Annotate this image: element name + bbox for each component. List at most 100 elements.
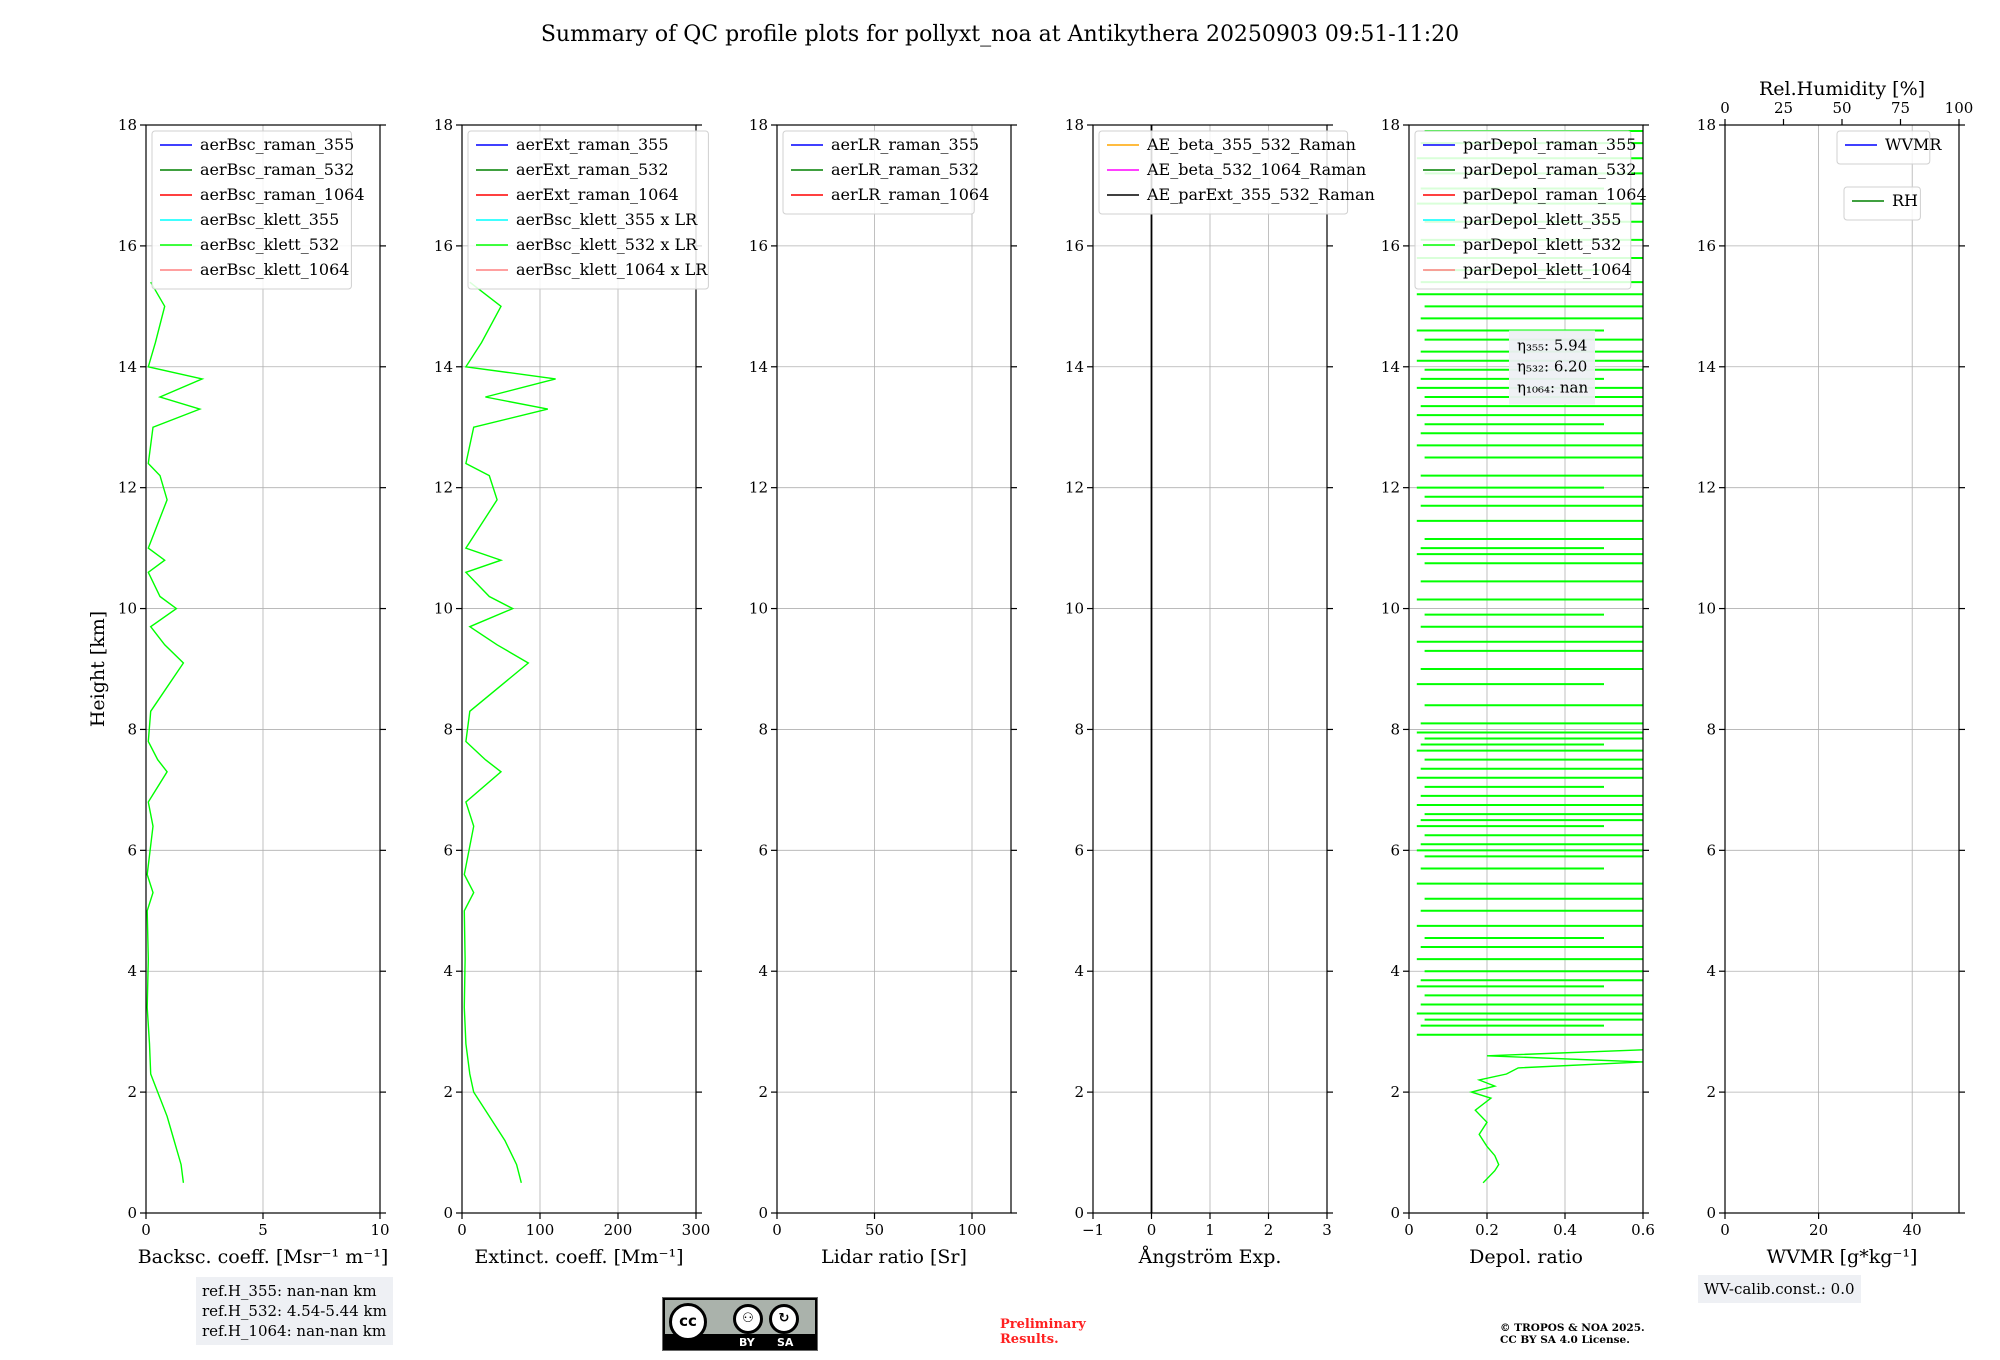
x-tick-label: 0 [1404, 1221, 1414, 1239]
y-tick-label: 6 [1706, 841, 1716, 859]
legend-ext-box [467, 130, 709, 290]
legend-label: aerBsc_klett_355 x LR [516, 210, 698, 229]
x-tick-label: 0.2 [1475, 1221, 1499, 1239]
y-tick-label: 10 [1697, 600, 1716, 618]
y-tick-label: 12 [1697, 479, 1716, 497]
copyright-line-2: CC BY SA 4.0 License. [1500, 1334, 1630, 1346]
sa-label: SA [777, 1336, 794, 1349]
panel-frame-ext [461, 124, 697, 1214]
y-tick-label: 12 [749, 479, 768, 497]
top-x-tick-label: 0 [1720, 99, 1730, 117]
y-tick-label: 10 [1381, 600, 1400, 618]
x-tick-label: 20 [1809, 1221, 1828, 1239]
legend-rh-box [1843, 186, 1921, 221]
ref-height-532: ref.H_532: 4.54-5.44 km [202, 1302, 387, 1320]
cc-logo-icon: cc [669, 1303, 707, 1341]
y-tick-label: 14 [434, 358, 453, 376]
y-tick-label: 16 [749, 237, 768, 255]
preliminary-label: Preliminary Results. [1000, 1317, 1086, 1347]
y-tick-label: 4 [1390, 962, 1400, 980]
y-tick-label: 0 [1390, 1204, 1400, 1222]
eta-annotation-box [1509, 330, 1595, 405]
y-tick-label: 0 [443, 1204, 453, 1222]
legend-label: aerBsc_klett_532 [200, 235, 339, 254]
x-tick-label: 3 [1322, 1221, 1332, 1239]
legend-label: aerExt_raman_532 [516, 160, 669, 179]
y-tick-label: 10 [1065, 600, 1084, 618]
x-tick-label: 0 [1720, 1221, 1730, 1239]
y-axis-label: Height [km] [87, 611, 109, 727]
panel-frame-wv [1724, 124, 1960, 1214]
y-tick-label: 10 [434, 600, 453, 618]
x-tick-label: 0 [457, 1221, 467, 1239]
legend-label: aerBsc_raman_1064 [200, 185, 365, 204]
x-tick-label: 0 [1147, 1221, 1157, 1239]
y-tick-label: 16 [1065, 237, 1084, 255]
y-tick-label: 2 [127, 1083, 137, 1101]
y-tick-label: 8 [443, 720, 453, 738]
legend-label: parDepol_raman_355 [1463, 135, 1636, 154]
y-tick-label: 18 [1697, 116, 1716, 134]
x-tick-label: 1 [1205, 1221, 1215, 1239]
y-tick-label: 2 [758, 1083, 768, 1101]
x-axis-label: Depol. ratio [1469, 1246, 1583, 1268]
legend-bsc-box [151, 130, 352, 290]
series-line-aerBsc_klett_532 [146, 281, 205, 1183]
legend-label: aerBsc_klett_1064 x LR [516, 260, 708, 279]
series-line-parDepol_klett_532 [1468, 1049, 1644, 1184]
y-tick-label: 2 [443, 1083, 453, 1101]
y-tick-label: 6 [758, 841, 768, 859]
legend-label: aerBsc_klett_355 [200, 210, 339, 229]
legend-label: aerExt_raman_355 [516, 135, 669, 154]
x-tick-label: 10 [370, 1221, 389, 1239]
y-tick-label: 8 [1706, 720, 1716, 738]
x-tick-label: 40 [1903, 1221, 1922, 1239]
wv-calib-text: WV-calib.const.: 0.0 [1704, 1280, 1855, 1298]
legend-label: parDepol_klett_355 [1463, 210, 1621, 229]
y-tick-label: 18 [118, 116, 137, 134]
y-tick-label: 6 [443, 841, 453, 859]
legend-lr-box [782, 130, 975, 215]
y-tick-label: 8 [127, 720, 137, 738]
top-x-tick-label: 50 [1832, 99, 1851, 117]
x-tick-label: 100 [526, 1221, 555, 1239]
cc-by-sa-badge: cc ⚇ ↻ BY SA [662, 1297, 818, 1351]
y-tick-label: 4 [1074, 962, 1084, 980]
y-tick-label: 8 [1390, 720, 1400, 738]
y-tick-label: 8 [758, 720, 768, 738]
x-tick-label: −1 [1082, 1221, 1104, 1239]
y-tick-label: 0 [1074, 1204, 1084, 1222]
attribution-icon: ⚇ [733, 1304, 763, 1334]
x-tick-label: 0 [141, 1221, 151, 1239]
copyright-label: © TROPOS & NOA 2025. CC BY SA 4.0 Licens… [1500, 1322, 1645, 1346]
x-tick-label: 50 [865, 1221, 884, 1239]
y-tick-label: 0 [1706, 1204, 1716, 1222]
y-tick-label: 6 [127, 841, 137, 859]
y-tick-label: 4 [127, 962, 137, 980]
x-axis-label: Backsc. coeff. [Msr⁻¹ m⁻¹] [138, 1246, 389, 1268]
eta-annotation-line: η₃₅₅: 5.94 [1517, 337, 1587, 355]
legend-label: parDepol_raman_532 [1463, 160, 1636, 179]
legend-label: aerLR_raman_355 [831, 135, 979, 154]
x-tick-label: 2 [1264, 1221, 1274, 1239]
wv-calibration-box: WV-calib.const.: 0.0 [1698, 1275, 1861, 1303]
y-tick-label: 4 [443, 962, 453, 980]
top-x-tick-label: 75 [1891, 99, 1910, 117]
y-tick-label: 18 [1065, 116, 1084, 134]
y-tick-label: 14 [1697, 358, 1716, 376]
top-x-tick-label: 100 [1945, 99, 1974, 117]
legend-label: aerBsc_raman_532 [200, 160, 354, 179]
y-tick-label: 16 [118, 237, 137, 255]
y-tick-label: 14 [118, 358, 137, 376]
legend-label: RH [1892, 191, 1918, 210]
legend-label: aerBsc_raman_355 [200, 135, 354, 154]
legend-label: aerLR_raman_532 [831, 160, 979, 179]
legend-label: AE_beta_532_1064_Raman [1146, 160, 1366, 179]
y-tick-label: 12 [1065, 479, 1084, 497]
y-tick-label: 16 [434, 237, 453, 255]
y-tick-label: 10 [118, 600, 137, 618]
by-label: BY [739, 1336, 755, 1349]
y-tick-label: 12 [434, 479, 453, 497]
y-tick-label: 14 [749, 358, 768, 376]
